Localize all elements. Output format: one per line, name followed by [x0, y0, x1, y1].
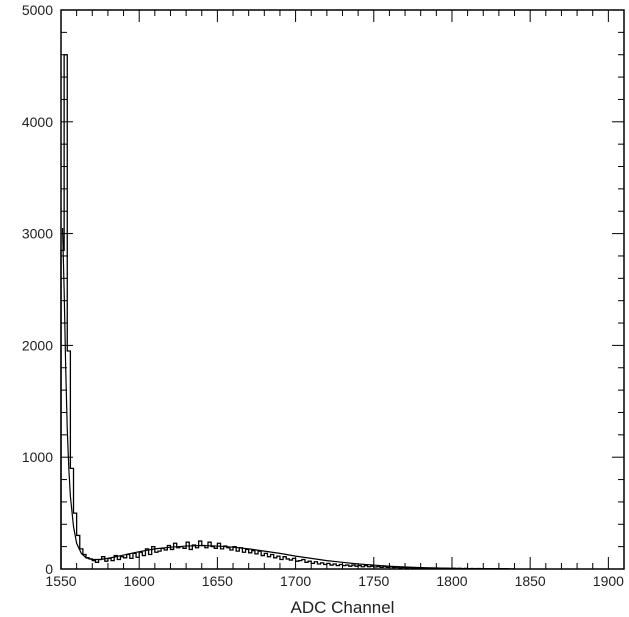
y-tick-label: 4000: [22, 114, 53, 130]
x-tick-label: 1550: [45, 573, 76, 589]
x-tick-label: 1700: [280, 573, 311, 589]
y-tick-label: 2000: [22, 337, 53, 353]
fit-curve-series: [61, 227, 515, 570]
x-tick-label: 1750: [358, 573, 389, 589]
x-tick-label: 1850: [515, 573, 546, 589]
y-tick-label: 0: [45, 561, 53, 577]
x-tick-label: 1600: [124, 573, 155, 589]
x-tick-label: 1800: [436, 573, 467, 589]
y-tick-label: 5000: [22, 2, 53, 18]
histogram-series: [60, 54, 509, 570]
series-layer: [60, 54, 515, 570]
plot-frame: [60, 9, 625, 570]
tick-marks: [60, 9, 625, 570]
x-tick-label: 1650: [202, 573, 233, 589]
y-tick-label: 3000: [22, 226, 53, 242]
y-tick-label: 1000: [22, 449, 53, 465]
x-axis-title: ADC Channel: [291, 598, 395, 617]
x-tick-label: 1900: [593, 573, 624, 589]
tick-labels: 1550 1600 1650 1700 1750 1800 1850 1900 0 1000 200…: [22, 2, 624, 589]
